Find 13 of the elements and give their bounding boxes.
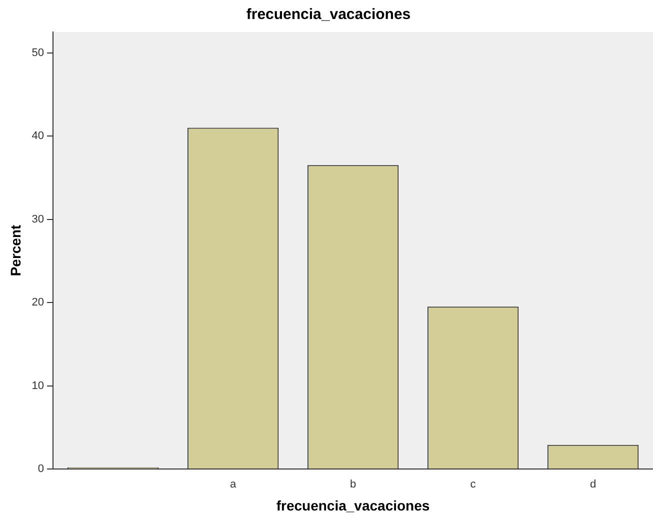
y-tick-label: 50 bbox=[32, 46, 44, 59]
x-tick-label: b bbox=[350, 478, 356, 491]
y-axis-title: Percent bbox=[7, 224, 24, 276]
y-tick-label: 0 bbox=[38, 463, 44, 476]
x-tick-label: d bbox=[590, 478, 596, 491]
x-tick-label: c bbox=[470, 478, 476, 491]
chart-title: frecuencia_vacaciones bbox=[246, 6, 411, 24]
x-tick-label: a bbox=[230, 478, 237, 491]
y-tick-label: 40 bbox=[32, 130, 44, 142]
y-tick-label: 20 bbox=[32, 296, 44, 309]
y-tick-label: 10 bbox=[32, 380, 44, 392]
y-tick-label: 30 bbox=[32, 213, 44, 226]
x-axis-title: frecuencia_vacaciones bbox=[276, 497, 430, 514]
